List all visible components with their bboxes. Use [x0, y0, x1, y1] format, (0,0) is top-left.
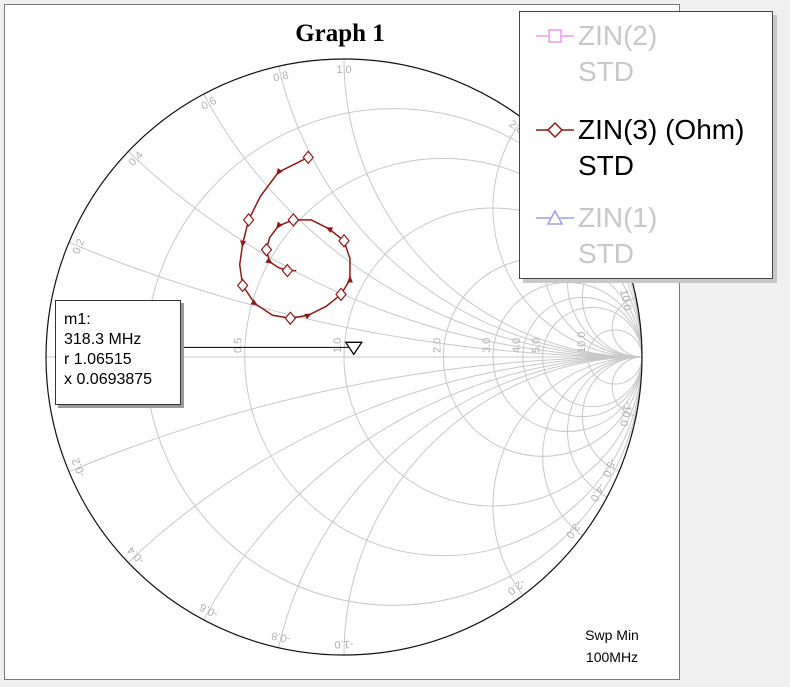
legend-label-zin3: ZIN(3) (Ohm)	[578, 114, 745, 145]
zin3-point-marker[interactable]	[281, 263, 294, 278]
marker-resistance: r 1.06515	[64, 351, 132, 368]
reactance-arc	[567, 207, 642, 358]
reactance-arc	[611, 296, 642, 358]
x-tick-label: 0.8	[272, 69, 290, 84]
direction-arrow	[304, 313, 312, 320]
marker-readout-box[interactable]: m1: 318.3 MHz r 1.06515 x 0.0693875	[55, 300, 181, 405]
x-tick-label: 0.6	[199, 95, 218, 113]
reactance-arc	[611, 356, 642, 418]
direction-arrow	[240, 240, 247, 248]
r-tick-label: 10.0	[576, 332, 588, 353]
x-tick-label: -4.0	[587, 481, 607, 503]
reactance-arc	[581, 237, 642, 358]
marker-reactance: x 0.0693875	[64, 371, 153, 388]
r-tick-label: 4.0	[511, 338, 523, 353]
reactance-arc	[46, 356, 642, 655]
reactance-arc	[269, 356, 642, 655]
zin3-point-marker[interactable]	[335, 287, 347, 302]
x-tick-label: 1.0	[336, 64, 351, 76]
direction-arrow	[325, 227, 334, 233]
legend-sub-zin3: STD	[578, 150, 634, 181]
zin3-point-marker[interactable]	[338, 233, 350, 248]
outer-circle	[45, 58, 643, 656]
diamond-marker-icon	[536, 121, 574, 139]
direction-arrow	[276, 221, 283, 230]
reactance-arc	[542, 356, 642, 557]
x-tick-label: -1.0	[335, 638, 354, 650]
marker-name: m1:	[64, 311, 91, 328]
r-tick-label: 1.0	[332, 338, 344, 353]
x-tick-label: -0.2	[70, 456, 88, 478]
reactance-arc	[492, 59, 642, 358]
r-tick-label: 3.0	[481, 338, 493, 353]
direction-arrow	[250, 299, 258, 306]
zin3-point-marker[interactable]	[302, 150, 315, 165]
reactance-arc	[567, 356, 642, 507]
x-tick-label: -0.6	[198, 600, 220, 620]
reactance-arc	[492, 356, 642, 655]
legend-label-zin2: ZIN(2)	[578, 20, 658, 51]
direction-arrow	[346, 275, 353, 283]
sweep-value: 100MHz	[585, 649, 639, 665]
x-tick-label: -0.8	[270, 629, 291, 645]
sweep-label: Swp Min	[585, 627, 639, 643]
legend-label-zin1: ZIN(1)	[578, 202, 658, 233]
marker-frequency: 318.3 MHz	[64, 331, 142, 348]
x-tick-label: -10.0	[617, 400, 634, 427]
square-marker-icon	[536, 29, 574, 43]
zin3-point-marker[interactable]	[236, 278, 249, 293]
triangle-marker-icon	[536, 209, 574, 225]
legend-sub-zin2: STD	[578, 56, 634, 87]
legend[interactable]: ZIN(2) STD ZIN(3) (Ohm) STD ZIN(1) STD	[519, 11, 773, 279]
reactance-arc	[46, 356, 642, 655]
direction-arrow	[265, 257, 273, 264]
zin3-point-marker[interactable]	[287, 212, 300, 227]
marker-triangle[interactable]	[344, 341, 363, 356]
x-tick-label: 0.2	[71, 237, 88, 256]
x-tick-label: 10.0	[617, 288, 633, 311]
direction-arrow	[276, 168, 283, 176]
reactance-arc	[581, 356, 642, 477]
zin3-point-marker[interactable]	[260, 242, 273, 257]
zin3-point-marker[interactable]	[284, 311, 297, 326]
legend-sub-zin1: STD	[578, 238, 634, 269]
r-tick-label: 5.0	[531, 338, 543, 353]
sweep-info: Swp Min 100MHz	[560, 624, 664, 668]
zin3-point-marker[interactable]	[242, 212, 255, 227]
graph-title: Graph 1	[295, 20, 385, 47]
marker-m1[interactable]	[181, 341, 363, 356]
unit-circle	[45, 58, 643, 656]
r-tick-label: 0.5	[233, 338, 245, 353]
zin3-line	[238, 156, 351, 320]
zin3-trace[interactable]	[236, 150, 353, 326]
r-tick-label: 2.0	[431, 338, 443, 353]
